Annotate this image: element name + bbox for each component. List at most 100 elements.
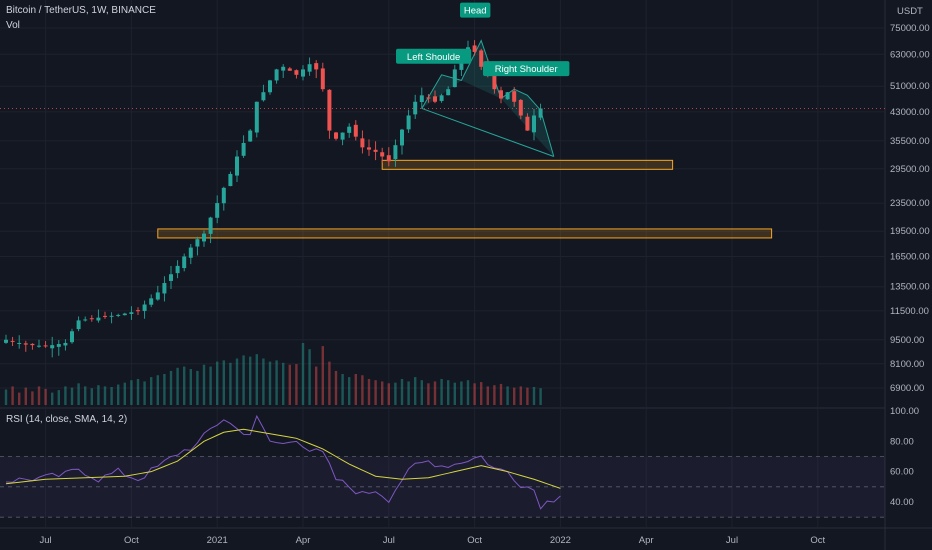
volume-bar xyxy=(539,388,542,405)
volume-bar xyxy=(466,380,470,405)
candle-body xyxy=(281,66,286,71)
candle-body xyxy=(155,292,160,300)
candle-body xyxy=(538,108,543,118)
volume-bar xyxy=(31,391,34,405)
candle-body xyxy=(103,315,107,317)
candle-body xyxy=(162,283,167,294)
candle-body xyxy=(116,314,121,316)
candle-body xyxy=(254,101,259,133)
price-tick-label: 6900.00 xyxy=(890,383,924,394)
volume-bar xyxy=(222,360,225,405)
candle-body xyxy=(340,132,345,140)
volume-bar xyxy=(70,387,74,405)
pattern-label-text: Head xyxy=(464,6,487,17)
candle-body xyxy=(43,345,48,347)
candle-body xyxy=(301,69,305,77)
candle-body xyxy=(334,132,338,139)
candle-body xyxy=(136,310,140,312)
volume-bar xyxy=(440,378,443,405)
volume-bar xyxy=(97,385,100,405)
volume-bar xyxy=(526,387,529,405)
time-tick-label: Oct xyxy=(124,535,139,546)
volume-bar xyxy=(486,386,489,405)
volume-bar xyxy=(374,380,377,405)
volume-bar xyxy=(513,387,516,405)
volume-bar xyxy=(117,384,120,405)
candle-body xyxy=(393,145,398,160)
candle-body xyxy=(182,256,187,269)
volume-bar xyxy=(202,364,206,405)
candle-body xyxy=(228,173,233,187)
candle-body xyxy=(37,345,41,347)
pattern-label-bg xyxy=(396,48,472,64)
volume-bar xyxy=(301,343,305,405)
pattern-label-text: Right Shoulder xyxy=(495,64,558,75)
price-tick-label: 51000.00 xyxy=(890,81,930,92)
volume-bar xyxy=(460,381,463,405)
volume-bar xyxy=(110,387,113,405)
volume-bar xyxy=(136,378,140,405)
rsi-label: RSI (14, close, SMA, 14, 2) xyxy=(6,414,128,425)
pattern-label-text: Left Shoulde xyxy=(407,52,460,63)
volume-bar xyxy=(453,382,456,405)
currency-label: USDT xyxy=(897,6,923,17)
volume-bar xyxy=(506,386,509,405)
time-tick-label: Oct xyxy=(467,535,482,546)
volume-bar xyxy=(123,382,126,405)
price-tick-label: 35500.00 xyxy=(890,136,930,147)
pattern-label-bg xyxy=(483,61,570,77)
pattern-left-shoulder xyxy=(421,74,462,109)
volume-bar xyxy=(176,367,179,405)
volume-bar xyxy=(44,388,47,405)
rsi-band-background xyxy=(0,456,885,518)
support-zone xyxy=(381,159,674,170)
volume-bar xyxy=(57,390,60,405)
volume-bar xyxy=(275,360,278,405)
support-zones xyxy=(157,159,773,239)
candle-body xyxy=(426,97,431,99)
candle-body xyxy=(129,312,134,314)
volume-bar xyxy=(229,362,232,405)
candle-body xyxy=(505,92,510,100)
volume-bar xyxy=(130,380,133,405)
candle-body xyxy=(419,95,424,103)
candle-body xyxy=(499,90,503,99)
support-zone xyxy=(157,228,773,239)
rsi-line xyxy=(5,414,561,510)
candle-body xyxy=(347,126,352,133)
price-tick-label: 19500.00 xyxy=(890,226,930,237)
rsi-tick-label: 40.00 xyxy=(890,497,914,508)
rsi-tick-label: 60.00 xyxy=(890,467,914,478)
candle-body xyxy=(83,319,88,321)
volume-bar xyxy=(381,381,384,405)
candle-body xyxy=(492,73,497,90)
volume-bar xyxy=(4,389,8,405)
volume-bar xyxy=(328,361,331,405)
candle-body xyxy=(320,68,325,90)
candle-body xyxy=(221,187,226,204)
volume-bar xyxy=(519,386,522,405)
volume-bar xyxy=(400,378,404,405)
candle-body xyxy=(268,80,272,93)
candle-body xyxy=(294,70,299,75)
volume-bar xyxy=(321,346,324,405)
volume-bar xyxy=(156,375,159,405)
time-tick-label: 2021 xyxy=(207,535,228,546)
volume-bar xyxy=(77,383,80,405)
volume-bar xyxy=(447,380,450,405)
volume-bar xyxy=(532,387,536,405)
price-tick-label: 29500.00 xyxy=(890,164,930,175)
pattern-label: Head xyxy=(460,2,491,18)
candle-body xyxy=(76,320,81,330)
volume-bar xyxy=(24,387,27,405)
volume-bar xyxy=(209,366,212,405)
price-tick-label: 11500.00 xyxy=(890,306,929,317)
pattern-labels: Left Shoulde Head Right Shoulder xyxy=(396,2,570,77)
volume-bar xyxy=(334,370,338,405)
time-tick-label: Jul xyxy=(726,535,738,546)
volume-bar xyxy=(249,356,252,405)
volume-bar xyxy=(407,381,410,405)
candle-body xyxy=(452,69,457,88)
volume-bar xyxy=(387,383,390,405)
